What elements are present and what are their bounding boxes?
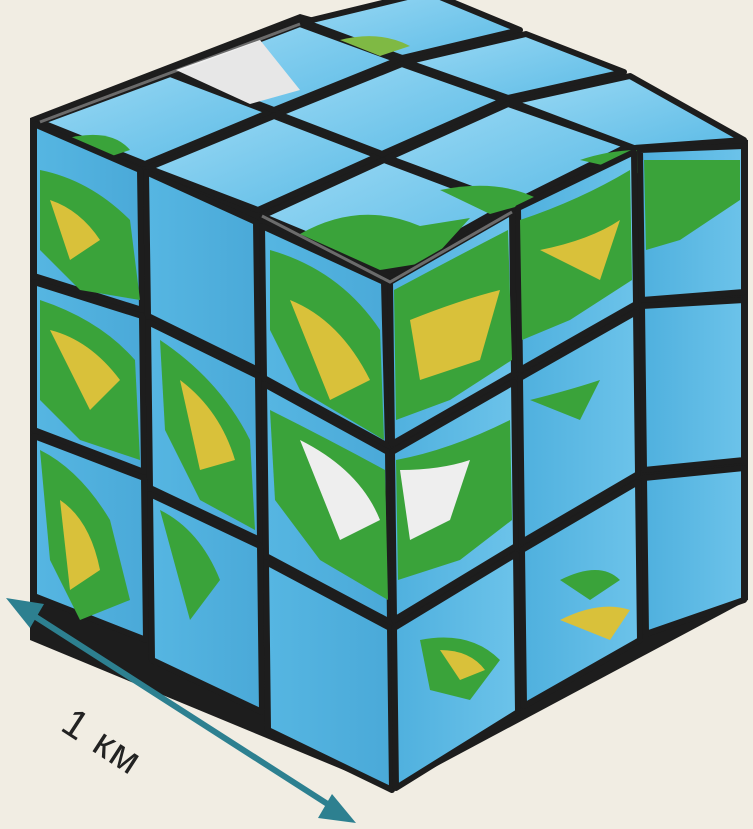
right-face-land (394, 160, 740, 700)
double-headed-arrow-icon (6, 598, 356, 823)
left-face-land (40, 170, 388, 620)
cube-edge-highlights (39, 22, 513, 284)
